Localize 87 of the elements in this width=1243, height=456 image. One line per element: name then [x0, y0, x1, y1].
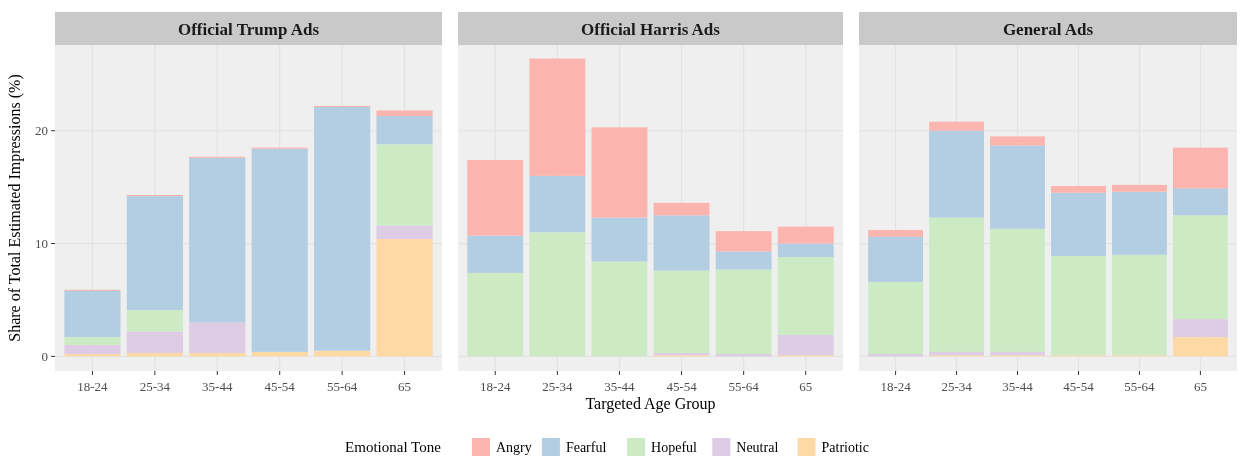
y-tick-label: 10 [35, 236, 48, 252]
bar [376, 144, 433, 226]
x-tick-label: 18-24 [880, 379, 912, 394]
bar [777, 226, 834, 244]
x-tick-label: 65 [799, 379, 813, 394]
bar [990, 228, 1045, 352]
bar [529, 58, 586, 176]
bar [467, 235, 524, 273]
bar [126, 310, 183, 332]
bar [126, 331, 183, 353]
legend-label: Neutral [736, 440, 779, 455]
bar [64, 354, 121, 357]
bar [653, 202, 710, 216]
bar [1051, 255, 1106, 356]
x-tick-label: 55-64 [326, 379, 358, 394]
bar [591, 217, 648, 262]
bar [376, 239, 433, 357]
y-axis-title: Share of Total Estimated Impressions (%) [6, 74, 24, 342]
x-tick-label: 45-54 [1063, 379, 1095, 394]
chart-title: Official Trump Ads [177, 19, 320, 39]
bar [1112, 254, 1167, 356]
x-tick-label: 45-54 [264, 379, 296, 394]
bar [1172, 188, 1228, 216]
bar [529, 175, 586, 233]
chart-title: Official Harris Ads [581, 19, 721, 39]
bar [990, 136, 1045, 146]
x-tick-label: 35-44 [604, 379, 636, 394]
x-tick-label: 25-34 [139, 379, 171, 394]
x-tick-label: 55-64 [1124, 379, 1156, 394]
bar [715, 231, 772, 252]
legend-title: Emotional Tone [345, 439, 442, 455]
x-tick-label: 55-64 [728, 379, 760, 394]
x-tick-label: 65 [398, 379, 412, 394]
bar [1172, 337, 1228, 357]
bar [929, 217, 984, 352]
bar [529, 232, 586, 357]
bar [715, 251, 772, 270]
bar [591, 261, 648, 357]
bar [868, 236, 924, 282]
x-tick-label: 35-44 [1002, 379, 1034, 394]
bar [1172, 319, 1228, 338]
x-tick-label: 35-44 [202, 379, 233, 394]
y-tick-label: 20 [35, 123, 48, 139]
bar [64, 345, 121, 355]
bar [251, 148, 308, 352]
bar [467, 160, 524, 236]
legend-label: Patriotic [821, 440, 869, 455]
legend-label: Hopeful [651, 440, 698, 455]
bar [715, 269, 772, 355]
bar [990, 145, 1045, 229]
bar [591, 127, 648, 218]
x-tick-label: 65 [1193, 379, 1207, 394]
bar [126, 196, 183, 311]
bar [777, 243, 834, 258]
x-tick-label: 18-24 [480, 379, 511, 394]
bar [1112, 191, 1167, 255]
bar [189, 322, 246, 353]
bar [868, 230, 924, 237]
bar [777, 334, 834, 356]
bar [929, 121, 984, 131]
bar [314, 107, 371, 351]
x-axis-title: Targeted Age Group [585, 395, 716, 413]
y-tick-label: 0 [41, 348, 48, 364]
bar [653, 215, 710, 271]
bar [1172, 147, 1228, 189]
legend-label: Angry [495, 440, 532, 455]
x-tick-label: 18-24 [77, 379, 109, 394]
bar [1051, 192, 1106, 256]
x-tick-label: 25-34 [941, 379, 973, 394]
bar [376, 116, 433, 145]
bar [1051, 186, 1106, 193]
bar [929, 130, 984, 218]
bar [1172, 215, 1228, 320]
bar [467, 272, 524, 357]
bar [653, 270, 710, 353]
x-tick-label: 45-54 [666, 379, 698, 394]
bar [868, 281, 924, 355]
chart-title: General Ads [1002, 19, 1094, 39]
bar [189, 157, 246, 323]
legend-label: Fearful [565, 440, 607, 455]
bar [64, 290, 121, 338]
bar [376, 225, 433, 240]
bar [1112, 184, 1167, 192]
bar [376, 110, 433, 117]
bar [64, 337, 121, 346]
x-tick-label: 25-34 [542, 379, 574, 394]
bar [777, 257, 834, 335]
